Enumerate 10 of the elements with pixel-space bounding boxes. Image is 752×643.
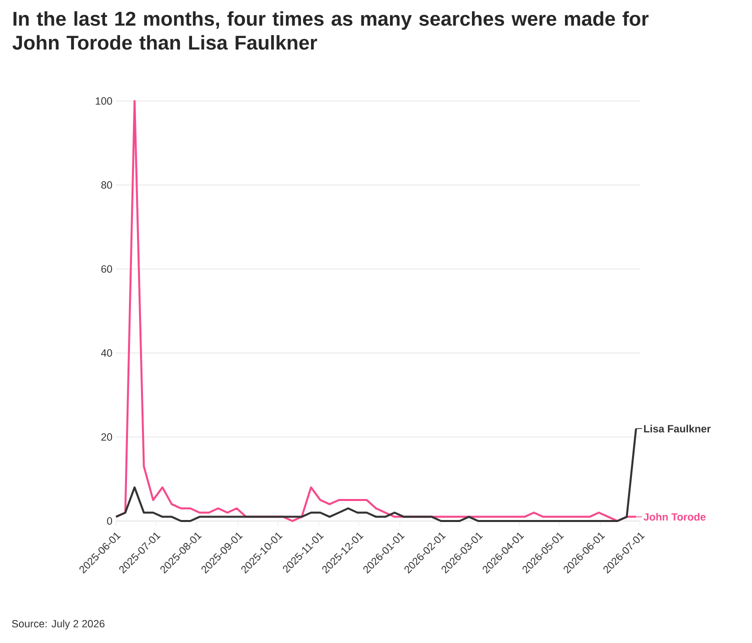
y-tick-label: 100	[96, 97, 112, 105]
chart-title: In the last 12 months, four times as many searches were made for John Torode than Lisa Faulkner	[12, 11, 649, 50]
y-tick-label: 0	[107, 517, 112, 525]
y-tick-label: 60	[101, 265, 112, 273]
source-note: Source: July 2 2026	[12, 620, 104, 630]
y-tick-label: 80	[101, 181, 112, 189]
legend-label: John Torode	[644, 512, 706, 521]
y-tick-label: 40	[101, 349, 112, 357]
legend-label: Lisa Faulkner	[644, 424, 711, 432]
y-tick-label: 20	[101, 433, 112, 441]
